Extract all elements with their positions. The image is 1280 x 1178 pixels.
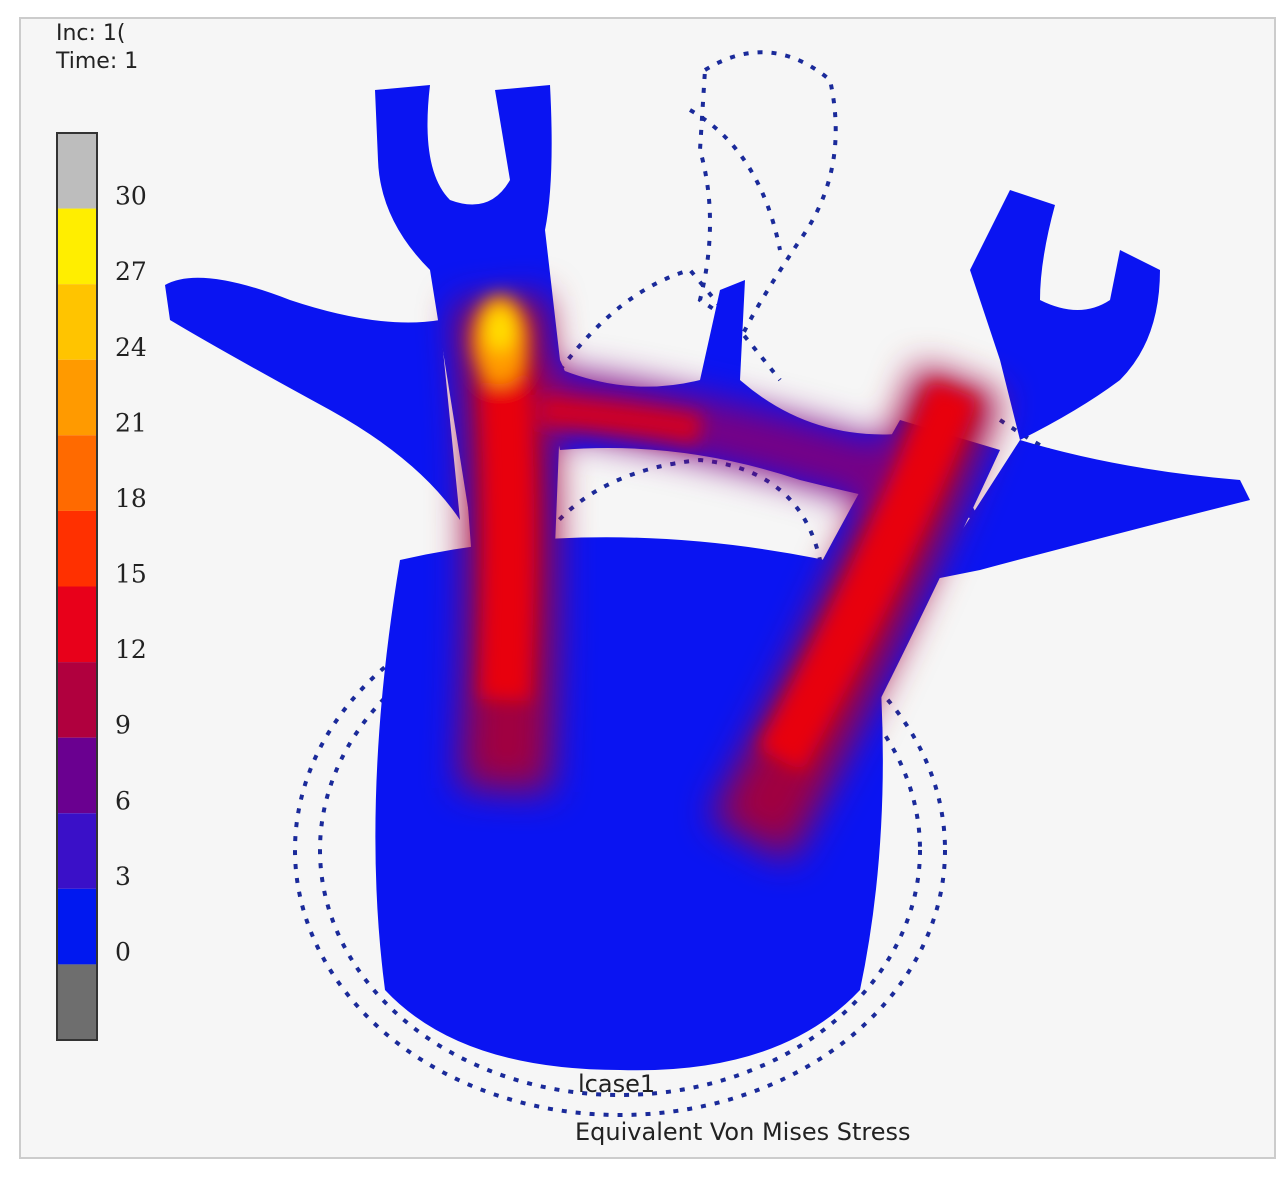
time-label: Time: 1 <box>55 49 138 74</box>
legend-label: 24 <box>115 333 147 362</box>
legend-label: 27 <box>115 257 147 286</box>
legend-label: 0 <box>115 937 131 966</box>
case-label: lcase1 <box>578 1070 655 1098</box>
legend-band <box>57 133 97 209</box>
legend-band <box>57 510 97 587</box>
result-title: Equivalent Von Mises Stress <box>575 1118 910 1146</box>
inc-label: Inc: 1( <box>56 21 126 46</box>
legend-label: 12 <box>115 635 147 664</box>
legend-label: 6 <box>115 786 131 815</box>
legend-band <box>57 586 97 663</box>
legend-band <box>57 964 97 1040</box>
legend-label: 9 <box>115 711 131 740</box>
legend-label: 30 <box>115 182 147 211</box>
legend-band <box>57 284 97 360</box>
legend-band <box>57 888 97 965</box>
legend-label: 3 <box>115 862 131 891</box>
vertebra-model <box>165 50 1250 1117</box>
legend-label: 21 <box>115 408 147 437</box>
legend-frame <box>56 132 98 1041</box>
legend-band <box>57 208 97 285</box>
legend-band <box>57 435 97 511</box>
legend-band <box>57 662 97 738</box>
legend-band <box>57 813 97 889</box>
legend-label: 15 <box>115 560 147 589</box>
legend-label: 18 <box>115 484 147 513</box>
legend-band <box>57 359 97 436</box>
legend-band <box>57 737 97 814</box>
